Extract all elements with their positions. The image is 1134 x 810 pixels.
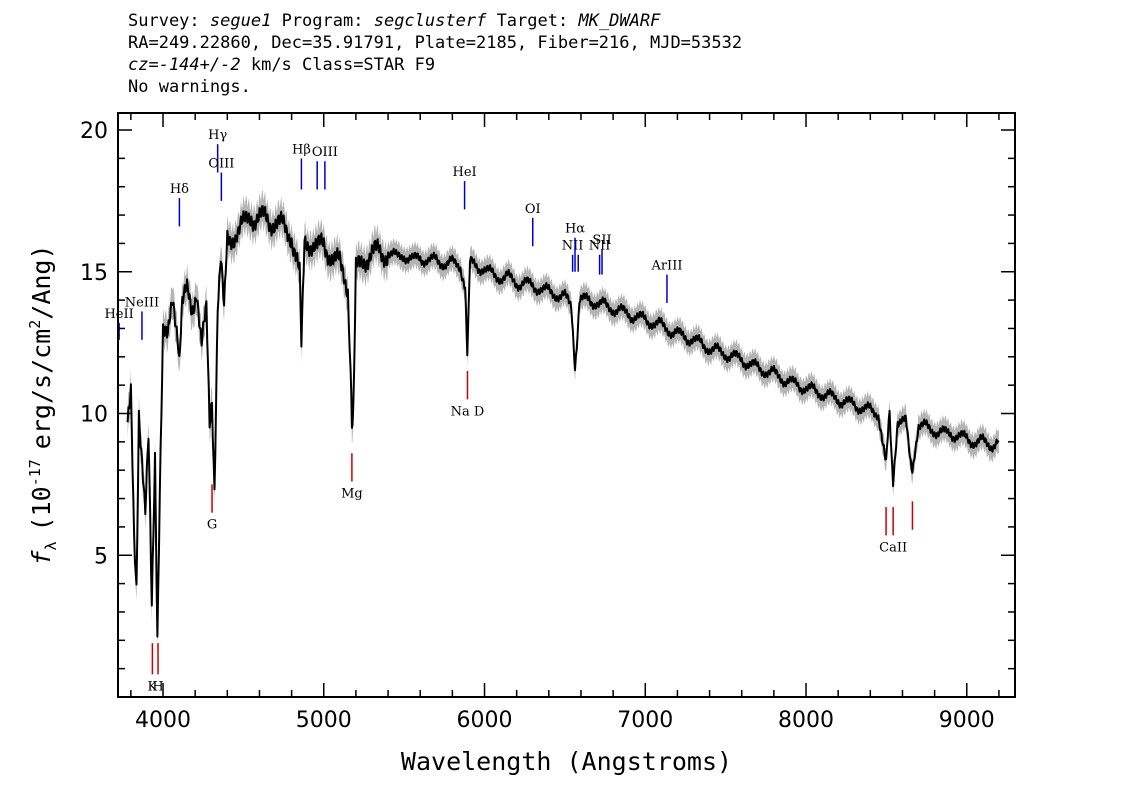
x-tick-label: 7000 <box>617 708 673 733</box>
redshift-value: cz=-144+/-2 <box>128 55 241 75</box>
emission-label-Hgamma: Hγ <box>208 128 227 143</box>
y-tick-label: 15 <box>80 261 108 286</box>
header-line-survey: Survey: segue1 Program: segclusterf Targ… <box>128 10 742 32</box>
y-tick-label: 20 <box>80 119 108 144</box>
target-label: Target: <box>496 11 569 31</box>
error-band <box>127 190 999 653</box>
emission-label-HeII: HeII <box>104 307 133 322</box>
program-label: Program: <box>281 11 364 31</box>
x-axis-title: Wavelength (Angstroms) <box>401 747 732 776</box>
error-band-area <box>127 190 999 653</box>
emission-label-Halpha: Hα <box>565 222 585 237</box>
header-line-coordinates: RA=249.22860, Dec=35.91791, Plate=2185, … <box>128 33 743 53</box>
target-value: MK_DWARF <box>578 11 661 31</box>
absorption-label-Mg: Mg <box>341 487 363 502</box>
y-axis-title-post: /Ang) <box>27 244 56 319</box>
spectrum-line <box>126 205 1000 638</box>
emission-label-SII-6731: SII <box>592 233 611 248</box>
emission-label-OIII-5007: OIII <box>312 145 338 160</box>
emission-label-OIII-4363: OIII <box>208 157 234 172</box>
y-axis-title-exp: -17 <box>26 459 44 486</box>
absorption-label-NaD: Na D <box>451 404 485 419</box>
emission-label-NeIII: NeIII <box>125 295 159 310</box>
x-tick-label: 9000 <box>939 708 995 733</box>
y-tick-label: 5 <box>94 544 108 569</box>
spectrum-series <box>126 205 1000 638</box>
y-axis-title-mid: erg/s/cm <box>27 329 56 449</box>
emission-label-ArIII: ArIII <box>650 259 682 274</box>
absorption-label-G: G <box>207 518 217 533</box>
emission-label-SII-6716: NII <box>589 239 611 254</box>
emission-label-Hbeta: Hβ <box>292 142 311 157</box>
survey-label: Survey: <box>128 11 200 31</box>
y-axis-title: fλ (10-17 erg/s/cm2/Ang) <box>26 244 60 565</box>
y-axis-title-f: f <box>27 550 56 566</box>
y-axis-title-sub: λ <box>42 541 60 550</box>
header-line-warnings: No warnings. <box>128 77 251 97</box>
spectrum-header: Survey: segue1 Program: segclusterf Targ… <box>128 10 742 98</box>
x-tick-label: 4000 <box>135 708 191 733</box>
header-line-redshift: cz=-144+/-2 km/s Class=STAR F9 <box>128 54 742 76</box>
emission-label-OI: OI <box>525 202 541 217</box>
y-axis-title-exp2: 2 <box>26 320 44 329</box>
plot-frame <box>117 112 1016 698</box>
x-tick-label: 6000 <box>457 708 513 733</box>
absorption-label-K: K <box>148 679 158 694</box>
program-value: segclusterf <box>373 11 487 31</box>
x-tick-label: 8000 <box>778 708 834 733</box>
y-axis-title-pre: (10 <box>27 486 56 531</box>
absorption-label-H: H <box>152 679 163 694</box>
axis-ticks: 4000 5000 6000 7000 8000 9000 5 10 15 20 <box>80 113 1015 733</box>
emission-label-HeI: HeI <box>452 165 476 180</box>
survey-value: segue1 <box>209 11 272 31</box>
emission-label-NII-6548: NII <box>562 239 584 254</box>
x-tick-label: 5000 <box>296 708 352 733</box>
emission-label-Hdelta: Hδ <box>170 182 189 197</box>
redshift-rest: km/s Class=STAR F9 <box>250 55 436 75</box>
y-tick-label: 10 <box>80 403 108 428</box>
absorption-label-CaII-8542: CaII <box>879 540 907 555</box>
